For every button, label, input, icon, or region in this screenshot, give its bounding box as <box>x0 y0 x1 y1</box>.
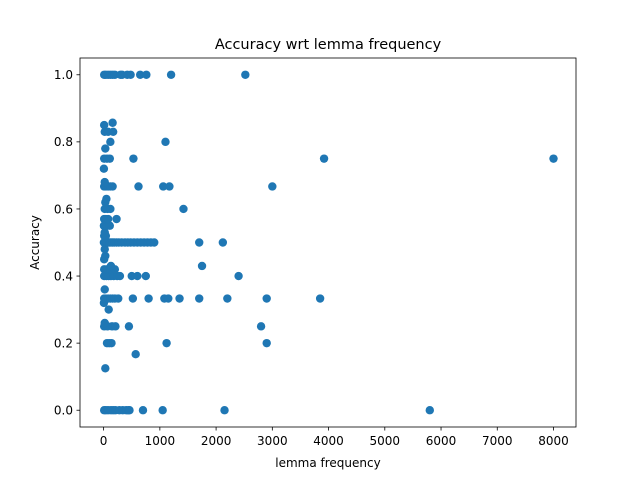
data-point <box>104 305 113 314</box>
data-point <box>142 70 151 79</box>
data-point <box>103 214 113 224</box>
data-point <box>115 271 125 281</box>
data-point <box>100 177 109 187</box>
y-tick-label: 0.8 <box>54 135 73 149</box>
data-point <box>223 294 232 303</box>
x-tick-label: 2000 <box>201 434 232 448</box>
plot-frame <box>79 57 577 428</box>
y-axis-ticks: 0.0 0.2 0.4 0.6 0.8 1.0 <box>54 68 80 418</box>
data-point <box>195 238 204 247</box>
data-point <box>158 406 167 415</box>
data-point <box>220 406 229 415</box>
data-point <box>101 144 110 153</box>
data-point <box>164 294 173 303</box>
data-point <box>166 70 176 79</box>
y-tick-label: 1.0 <box>54 68 73 82</box>
data-point <box>106 137 115 147</box>
data-point <box>144 294 153 303</box>
chart-title: Accuracy wrt lemma frequency <box>215 37 442 53</box>
data-point <box>101 364 110 373</box>
data-point <box>114 294 123 303</box>
data-point <box>106 204 115 214</box>
y-tick-label: 0.6 <box>54 202 73 216</box>
data-point <box>234 271 243 281</box>
data-point <box>159 182 168 191</box>
data-point <box>179 204 188 214</box>
data-point <box>129 154 138 163</box>
data-point <box>100 228 109 237</box>
data-point <box>549 154 558 163</box>
x-tick-label: 7000 <box>482 434 513 448</box>
x-tick-label: 1000 <box>145 434 176 448</box>
data-point <box>133 271 142 281</box>
data-point <box>108 182 117 191</box>
data-point <box>105 154 115 163</box>
data-point <box>107 338 116 348</box>
data-point <box>131 350 140 359</box>
data-point <box>105 221 115 230</box>
data-point <box>262 294 271 303</box>
data-point <box>268 182 277 191</box>
data-point <box>175 294 184 303</box>
data-point <box>218 238 228 247</box>
data-point <box>262 338 271 348</box>
data-point <box>319 154 329 163</box>
data-point <box>134 182 143 191</box>
data-point <box>141 271 150 281</box>
data-point <box>195 294 204 303</box>
data-point <box>165 182 174 191</box>
data-point <box>125 406 134 415</box>
data-point <box>315 294 325 303</box>
y-tick-label: 0.2 <box>54 336 73 350</box>
x-tick-label: 3000 <box>257 434 288 448</box>
data-point <box>161 137 170 147</box>
data-point <box>197 261 207 271</box>
data-point <box>138 406 148 415</box>
data-point <box>99 164 109 173</box>
data-point <box>108 118 117 127</box>
data-point <box>99 120 109 130</box>
data-point <box>128 294 138 303</box>
data-point <box>126 70 135 79</box>
x-axis-label: lemma frequency <box>275 456 380 470</box>
data-point <box>112 214 121 224</box>
data-point <box>124 322 134 331</box>
data-point <box>102 194 111 204</box>
data-point <box>101 251 110 261</box>
data-point <box>425 406 434 415</box>
y-tick-label: 0.4 <box>54 269 73 283</box>
x-tick-label: 4000 <box>313 434 344 448</box>
data-point <box>135 70 145 79</box>
y-tick-label: 0.0 <box>54 404 73 418</box>
data-points <box>99 70 558 415</box>
data-point <box>100 245 109 254</box>
data-point <box>108 127 118 136</box>
x-tick-label: 0 <box>100 434 108 448</box>
x-axis-ticks: 0 1000 2000 3000 4000 5000 6000 7000 8000 <box>100 427 569 448</box>
x-tick-label: 6000 <box>426 434 457 448</box>
data-point <box>106 261 116 271</box>
data-point <box>100 318 109 328</box>
data-point <box>162 338 171 348</box>
y-axis-label: Accuracy <box>28 215 42 270</box>
data-point <box>100 285 109 294</box>
data-point <box>111 322 120 331</box>
data-point <box>256 322 266 331</box>
data-point <box>241 70 250 79</box>
data-point <box>150 238 159 247</box>
x-tick-label: 5000 <box>370 434 401 448</box>
x-tick-label: 8000 <box>538 434 569 448</box>
